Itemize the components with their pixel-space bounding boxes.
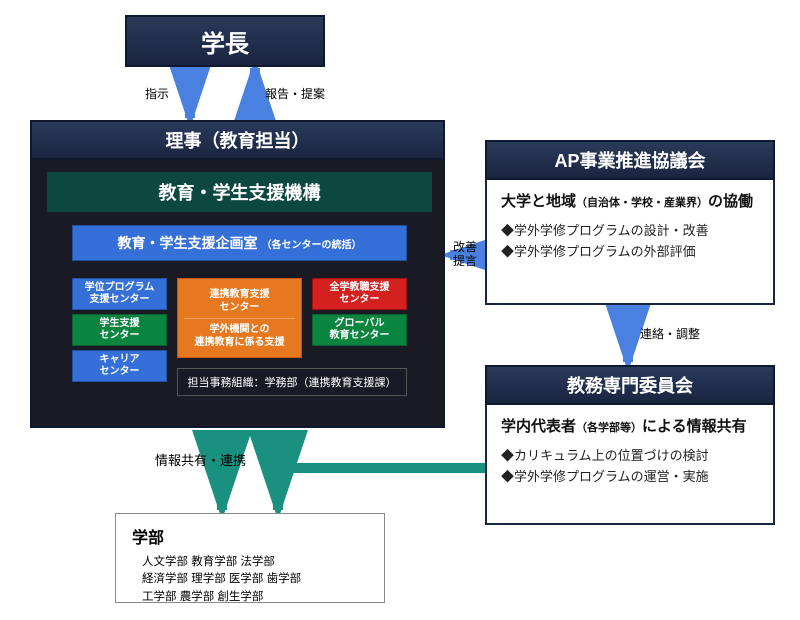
- kyomu-b2: ◆学外学修プログラムの運営・実施: [501, 467, 759, 488]
- gakubu-title: 学部: [132, 524, 368, 548]
- center-c1: 学位プログラム 支援センター: [72, 278, 167, 310]
- kyomu-panel: 学内代表者（各学部等）による情報共有 ◆カリキュラム上の位置づけの検討 ◆学外学…: [485, 405, 775, 525]
- kyomu-b1: ◆カリキュラム上の位置づけの検討: [501, 446, 759, 467]
- gakubu-panel: 学部 人文学部 教育学部 法学部 経済学部 理学部 医学部 歯学部 工学部 農学…: [115, 513, 385, 603]
- ap-title: AP事業推進協議会: [554, 147, 705, 173]
- ap-b1: ◆学外学修プログラムの設計・改善: [501, 221, 759, 242]
- kyomu-sub-note: （各学部等）: [576, 422, 642, 434]
- riji-label: 理事（教育担当）: [166, 127, 310, 153]
- jimu-box: 担当事務組織：学務部（連携教育支援課）: [177, 368, 407, 396]
- kikakushitsu-box: 教育・学生支援企画室 （各センターの統括）: [72, 225, 407, 261]
- kikakushitsu-note: （各センターの統括）: [262, 236, 362, 251]
- ap-sub-main: 大学と地域: [501, 193, 576, 210]
- riji-panel: 教育・学生支援機構 教育・学生支援企画室 （各センターの統括） 学位プログラム …: [30, 160, 445, 428]
- renkei-bot: 学外機関との 連携教育に係る支援: [195, 319, 285, 349]
- ap-sub-note: （自治体・学校・産業界）: [576, 197, 708, 209]
- arrow-label-left: 指示: [145, 85, 169, 102]
- ap-header: AP事業推進協議会: [485, 140, 775, 180]
- kikou-box: 教育・学生支援機構: [47, 172, 432, 212]
- center-c5: グローバル 教育センター: [312, 314, 407, 346]
- renkei-top: 連携教育支援 センター: [184, 288, 295, 319]
- kyomu-sub-tail: による情報共有: [642, 418, 747, 435]
- gakubu-list: 人文学部 教育学部 法学部 経済学部 理学部 医学部 歯学部 工学部 農学部 創…: [132, 554, 368, 606]
- kaizen-label: 改善 提言: [453, 240, 477, 269]
- kikou-label: 教育・学生支援機構: [159, 179, 321, 205]
- riji-header: 理事（教育担当）: [30, 120, 445, 160]
- ap-sub-tail: の協働: [708, 193, 753, 210]
- kyomu-title: 教務専門委員会: [567, 372, 693, 398]
- president-label: 学長: [201, 24, 249, 59]
- ap-subtitle: 大学と地域（自治体・学校・産業界）の協働: [501, 190, 759, 211]
- joho-label: 情報共有・連携: [155, 450, 246, 469]
- kyomu-sub-main: 学内代表者: [501, 418, 576, 435]
- center-renkei: 連携教育支援 センター 学外機関との 連携教育に係る支援: [177, 278, 302, 358]
- ap-b2: ◆学外学修プログラムの外部評価: [501, 242, 759, 263]
- center-c2: 学生支援 センター: [72, 314, 167, 346]
- ap-panel: 大学と地域（自治体・学校・産業界）の協働 ◆学外学修プログラムの設計・改善 ◆学…: [485, 180, 775, 305]
- center-c4: 全学教職支援 センター: [312, 278, 407, 310]
- kyomu-subtitle: 学内代表者（各学部等）による情報共有: [501, 415, 759, 436]
- kikakushitsu-label: 教育・学生支援企画室: [118, 233, 258, 253]
- kyomu-header: 教務専門委員会: [485, 365, 775, 405]
- arrow-label-right: 報告・提案: [265, 85, 325, 102]
- center-c3: キャリア センター: [72, 350, 167, 382]
- renraku-label: 連絡・調整: [640, 325, 700, 342]
- president-box: 学長: [125, 15, 325, 67]
